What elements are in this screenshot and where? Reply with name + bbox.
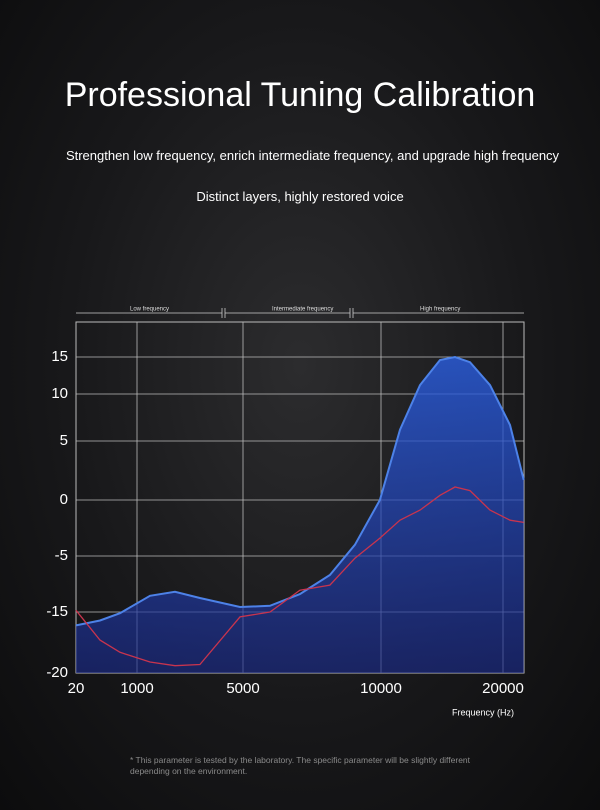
footnote: * This parameter is tested by the labora… bbox=[130, 755, 471, 776]
y-tick-label: 15 bbox=[51, 348, 68, 365]
x-tick-label: 5000 bbox=[226, 680, 259, 697]
y-tick-label: -5 bbox=[55, 547, 68, 564]
subtitle: Strengthen low frequency, enrich interme… bbox=[65, 148, 560, 163]
y-tick-label: 10 bbox=[51, 385, 68, 402]
tagline: Distinct layers, highly restored voice bbox=[196, 189, 404, 204]
line bbox=[75, 355, 525, 627]
band-label: Low frequency bbox=[130, 307, 169, 313]
y-tick-label: 0 bbox=[60, 491, 68, 508]
band-label: High frequency bbox=[420, 307, 460, 313]
x-tick-label: 1000 bbox=[120, 680, 153, 697]
x-tick-label: 10000 bbox=[360, 680, 402, 697]
area bbox=[76, 357, 524, 673]
x-tick-label: 20000 bbox=[482, 680, 524, 697]
y-tick-label: -15 bbox=[46, 603, 68, 620]
y-tick-label: 5 bbox=[60, 432, 68, 449]
line bbox=[75, 486, 524, 667]
band-header bbox=[76, 308, 524, 318]
y-tick-label: -20 bbox=[46, 664, 68, 681]
x-tick-label: 20 bbox=[68, 680, 85, 697]
band-label: Intermediate frequency bbox=[272, 307, 333, 313]
title: Professional Tuning Calibration bbox=[64, 76, 536, 114]
x-axis-label: Frequency (Hz) bbox=[452, 707, 514, 717]
